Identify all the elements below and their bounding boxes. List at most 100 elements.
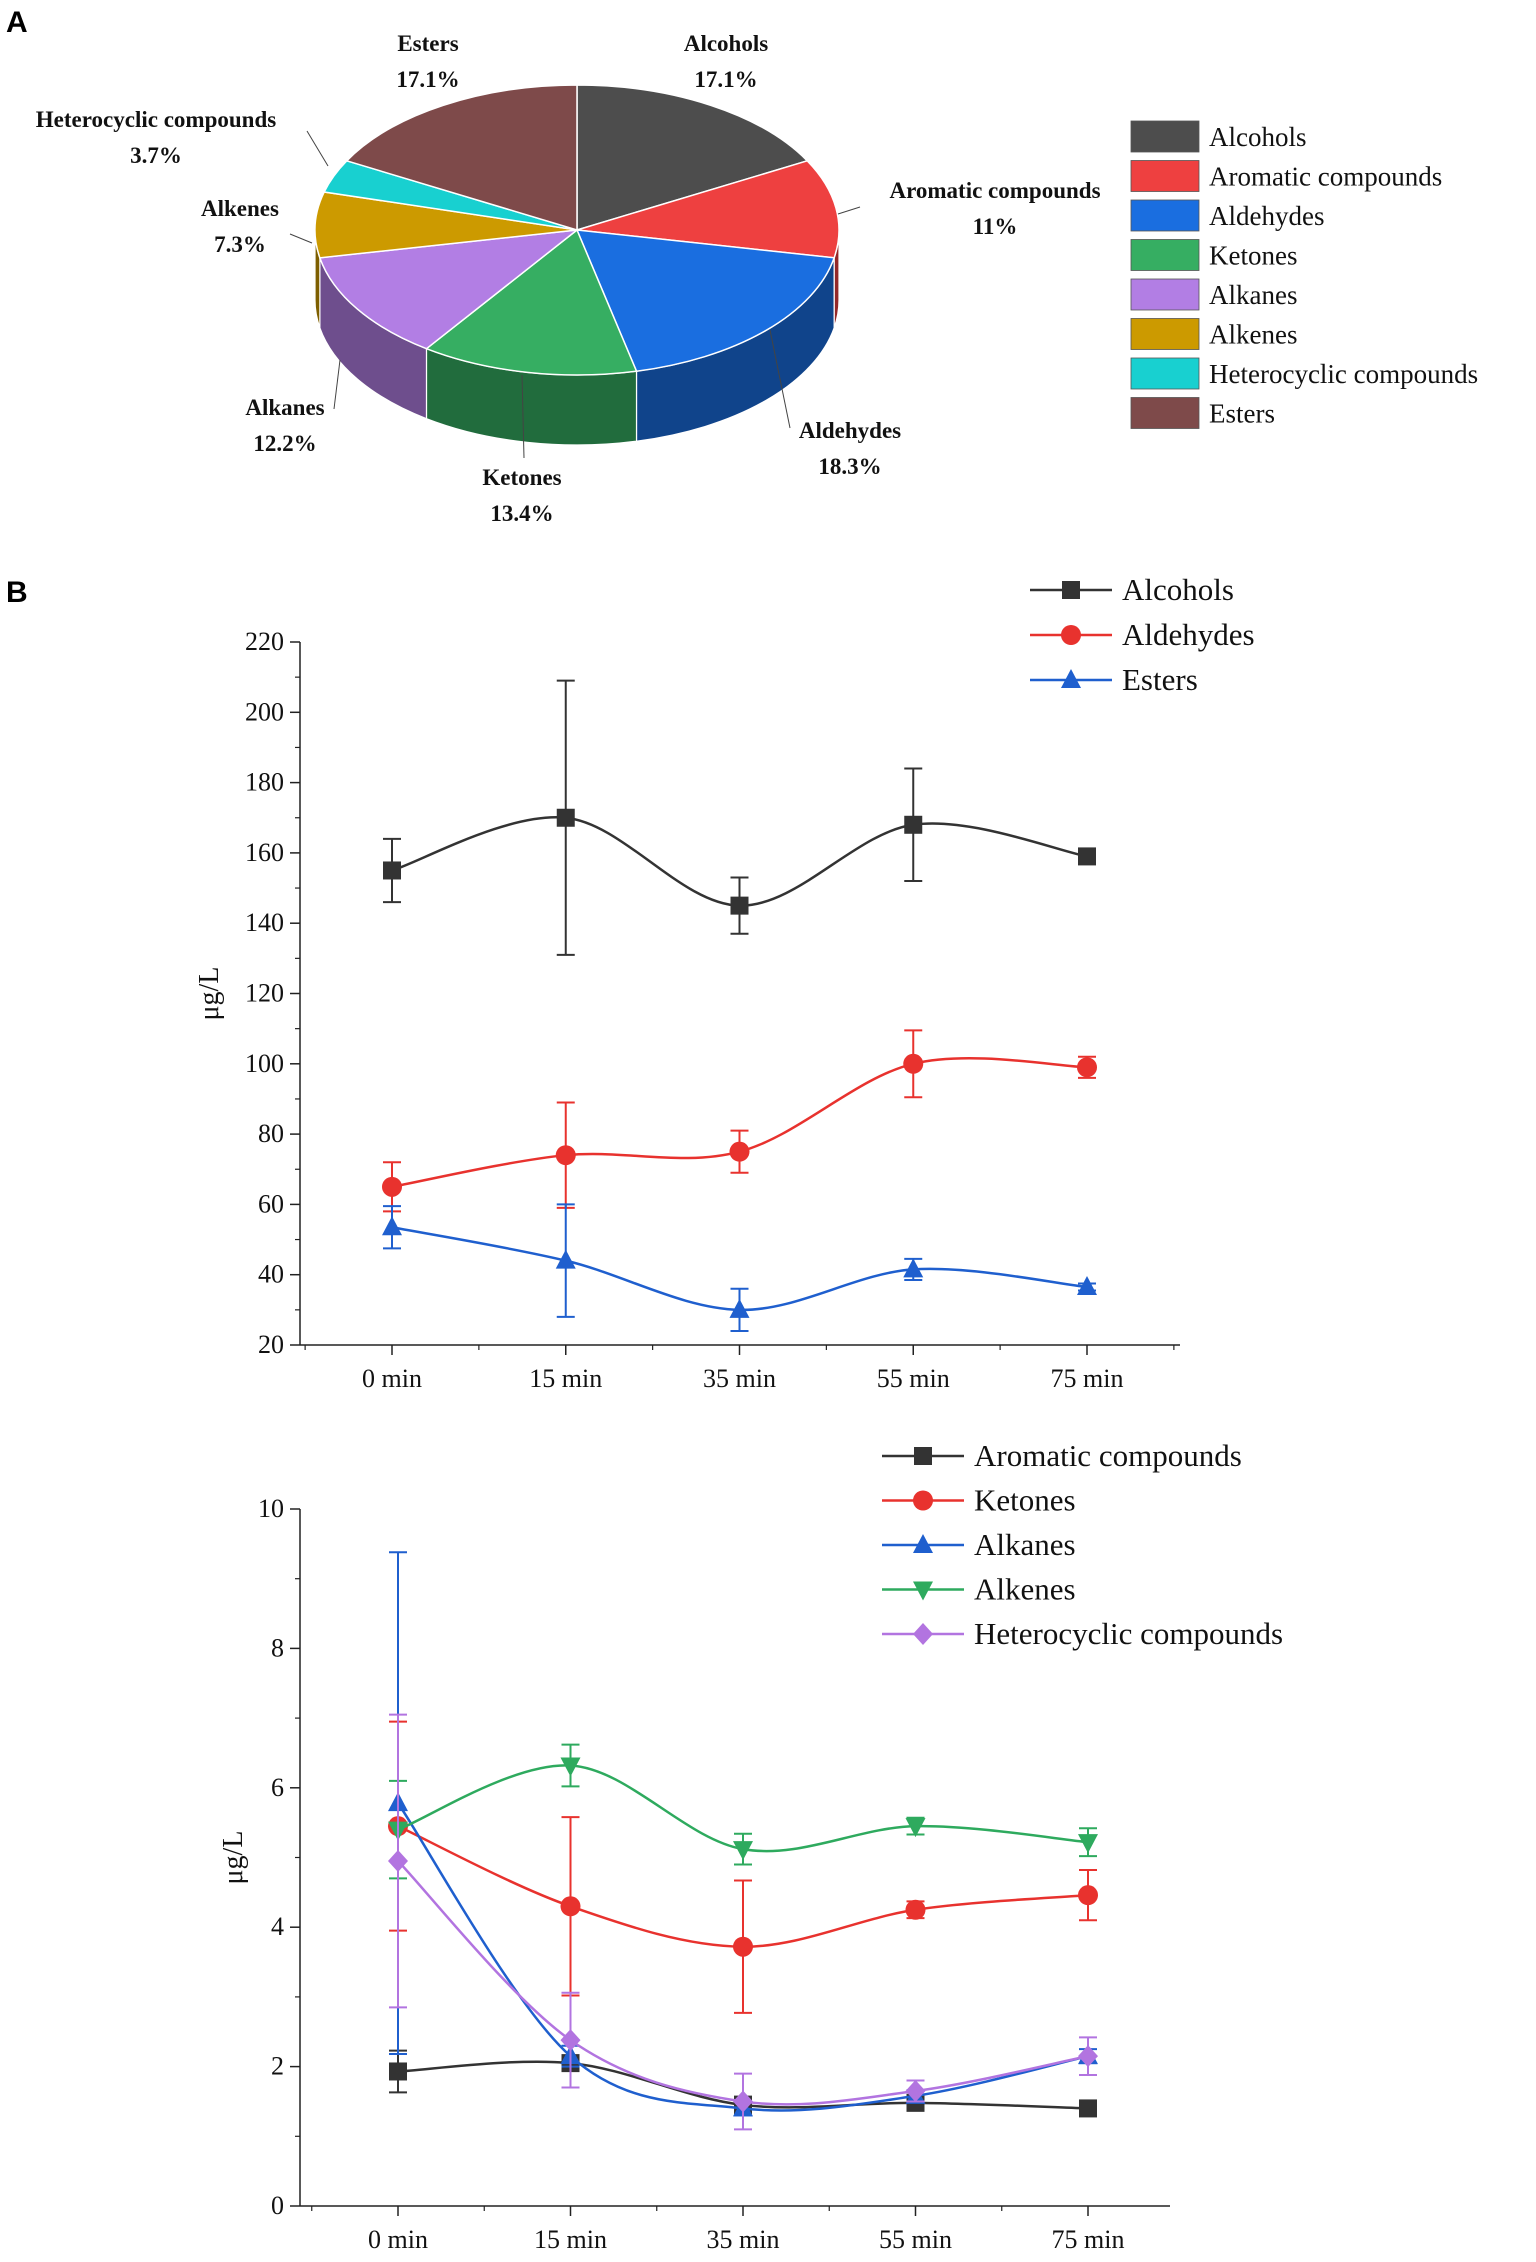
pie-leader-alkenes (289, 233, 313, 244)
pie-percent-aldehydes: 18.3% (818, 454, 881, 479)
legend-label-alcohols: Alcohols (1122, 572, 1234, 607)
pie-chart: Alcohols 17.1% Aromatic compounds 11% Aldehy… (36, 31, 1478, 526)
data-point-esters (903, 1258, 924, 1278)
panel-label-a: A (6, 6, 28, 39)
data-point-heterocyclic-compounds (1078, 2045, 1098, 2068)
data-point-aromatic-compounds (1079, 2099, 1097, 2118)
pie-legend-label-aromatic-compounds: Aromatic compounds (1209, 162, 1442, 192)
data-point-ketones (733, 1936, 753, 1957)
line-chart-major: 20 40 60 80 100 120 140 160 180 200 220 0 min 15 min… (194, 572, 1255, 1393)
data-point-alkenes (1078, 1834, 1098, 1854)
pie-legend-swatch-alkenes (1130, 318, 1200, 350)
data-point-alcohols (730, 896, 749, 915)
x-tick-label: 55 min (877, 1364, 950, 1393)
pie-leader-alkanes (333, 359, 341, 410)
data-point-ketones (1078, 1885, 1098, 1906)
data-point-aldehydes (903, 1053, 924, 1074)
pie-label-alkanes: Alkanes (245, 395, 324, 420)
pie-percent-esters: 17.1% (396, 67, 459, 92)
data-point-aldehydes (555, 1145, 576, 1166)
pie-label-alkenes: Alkenes (201, 196, 279, 221)
data-point-esters (555, 1249, 576, 1269)
legend-label-heterocyclic-compounds: Heterocyclic compounds (974, 1616, 1283, 1651)
legend-marker-heterocyclic-compounds (913, 1623, 933, 1645)
data-point-ketones (905, 1899, 926, 1920)
data-point-alcohols (556, 808, 575, 827)
y-tick-label: 2 (271, 2052, 284, 2081)
y-tick-label: 140 (245, 908, 284, 937)
pie-leader-ketones (521, 374, 525, 459)
pie-slice-alcohols (576, 84, 809, 232)
legend-marker-ketones (913, 1490, 933, 1511)
pie-slice-ketones (424, 228, 638, 376)
x-tick-label: 0 min (362, 1364, 422, 1393)
pie-label-aromatic-compounds: Aromatic compounds (889, 178, 1100, 203)
y-tick-label: 8 (271, 1633, 284, 1662)
data-point-aldehydes (729, 1141, 750, 1162)
pie-legend-swatch-heterocyclic-compounds (1130, 357, 1200, 390)
data-point-heterocyclic-compounds (905, 2079, 926, 2102)
pie-percent-ketones: 13.4% (490, 501, 553, 526)
data-point-aldehydes (1077, 1057, 1097, 1078)
pie-slice-alkenes (314, 191, 578, 259)
pie-legend-swatch-esters (1130, 397, 1200, 429)
y-tick-label: 120 (245, 979, 284, 1008)
pie-legend-swatch-aldehydes (1130, 199, 1200, 232)
pie-slice-aldehydes (575, 229, 836, 373)
pie-slice-alkanes (318, 228, 580, 350)
legend-label-aldehydes: Aldehydes (1122, 617, 1255, 652)
data-point-esters (729, 1298, 750, 1318)
series-aldehydes (382, 1029, 1097, 1213)
y-tick-label: 10 (258, 1494, 284, 1523)
pie-legend-label-esters: Esters (1209, 399, 1275, 429)
x-tick-label: 55 min (879, 2225, 952, 2254)
pie-percent-alkenes: 7.3% (214, 232, 266, 257)
data-point-aromatic-compounds (389, 2062, 407, 2081)
legend-label-esters: Esters (1122, 662, 1198, 697)
y-tick-label: 6 (271, 1773, 284, 1802)
pie-legend-label-heterocyclic-compounds: Heterocyclic compounds (1209, 359, 1478, 389)
y-tick-label: 180 (245, 768, 284, 797)
data-point-heterocyclic-compounds (560, 2029, 581, 2052)
x-tick-label: 15 min (534, 2225, 607, 2254)
y-tick-label: 20 (258, 1330, 284, 1359)
series-esters (382, 1203, 1097, 1332)
pie-label-alcohols: Alcohols (684, 31, 768, 56)
y-axis-label: μg/L (194, 967, 225, 1021)
pie-legend-label-ketones: Ketones (1209, 241, 1297, 271)
x-tick-label: 35 min (703, 1364, 776, 1393)
pie-legend-label-alcohols: Alcohols (1209, 122, 1307, 152)
y-tick-label: 200 (245, 697, 284, 726)
pie-legend-swatch-ketones (1130, 239, 1200, 271)
pie-legend-swatch-alcohols (1130, 120, 1200, 153)
legend-label-alkanes: Alkanes (974, 1527, 1076, 1562)
pie-slice-aromatic-compounds (576, 159, 840, 259)
pie-legend-label-alkanes: Alkanes (1209, 280, 1297, 310)
pie-legend-label-aldehydes: Aldehydes (1209, 201, 1324, 231)
pie-leader-aldehydes (769, 329, 791, 429)
y-axis-label: μg/L (218, 1831, 249, 1885)
legend-marker-esters (1061, 669, 1081, 688)
pie-legend-swatch-alkanes (1130, 278, 1200, 311)
y-tick-label: 160 (245, 838, 284, 867)
panel-label-b: B (6, 576, 28, 609)
data-point-esters (382, 1216, 402, 1236)
legend-label-aromatic-compounds: Aromatic compounds (974, 1438, 1242, 1473)
pie-slice-esters (345, 84, 578, 232)
y-tick-label: 4 (271, 1912, 284, 1941)
data-point-heterocyclic-compounds (733, 2090, 753, 2113)
data-point-alkenes (560, 1757, 581, 1777)
data-point-alcohols (383, 861, 401, 880)
legend-marker-alcohols (1062, 581, 1080, 599)
series-line-alkanes (396, 1802, 1089, 2112)
data-point-esters (1077, 1276, 1097, 1296)
pie-label-heterocyclic-compounds: Heterocyclic compounds (36, 107, 276, 132)
pie-label-ketones: Ketones (482, 465, 561, 490)
x-tick-label: 75 min (1052, 2225, 1125, 2254)
legend-marker-alkanes (913, 1534, 933, 1553)
data-point-aldehydes (382, 1176, 402, 1197)
series-alcohols (383, 679, 1096, 956)
y-tick-label: 60 (258, 1189, 284, 1218)
y-tick-label: 100 (245, 1049, 284, 1078)
x-tick-label: 75 min (1051, 1364, 1124, 1393)
